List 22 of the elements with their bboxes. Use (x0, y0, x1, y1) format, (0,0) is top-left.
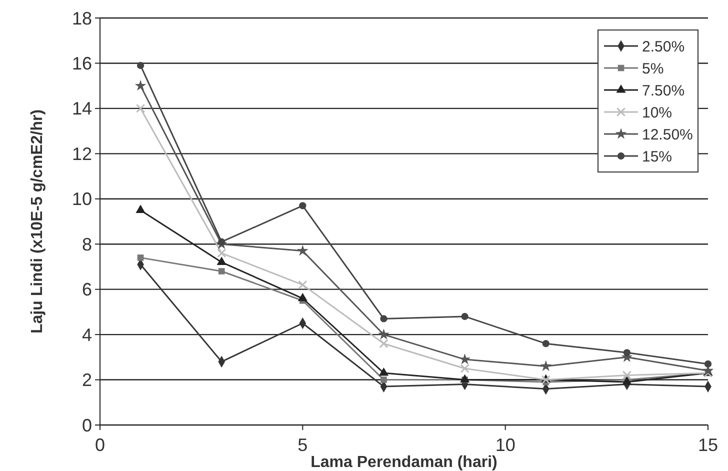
y-tick-label: 8 (82, 234, 92, 254)
y-tick-label: 6 (82, 280, 92, 300)
y-tick-label: 12 (72, 144, 92, 164)
y-tick-label: 10 (72, 189, 92, 210)
legend-label: 5% (642, 60, 664, 78)
legend-label: 12.50% (642, 126, 693, 144)
x-tick-label: 0 (94, 435, 106, 455)
y-tick-label: 18 (72, 8, 92, 28)
y-tick-label: 2 (82, 370, 92, 390)
y-tick-label: 16 (72, 54, 92, 74)
legend-label: 15% (642, 148, 672, 166)
x-tick-label: 5 (298, 435, 308, 455)
y-axis-title: Laju Lindi (x10E-5 g/cmE2/hr) (29, 109, 46, 334)
y-tick-label: 4 (82, 324, 92, 345)
y-tick-label: 14 (72, 98, 92, 119)
x-tick-label: 10 (495, 435, 516, 455)
x-tick-label: 15 (698, 435, 718, 455)
x-axis-title: Lama Perendaman (hari) (310, 454, 498, 471)
legend-label: 10% (642, 104, 672, 122)
y-tick-label: 0 (82, 415, 92, 436)
legend-label: 7.50% (642, 82, 685, 100)
legend-label: 2.50% (642, 38, 685, 56)
